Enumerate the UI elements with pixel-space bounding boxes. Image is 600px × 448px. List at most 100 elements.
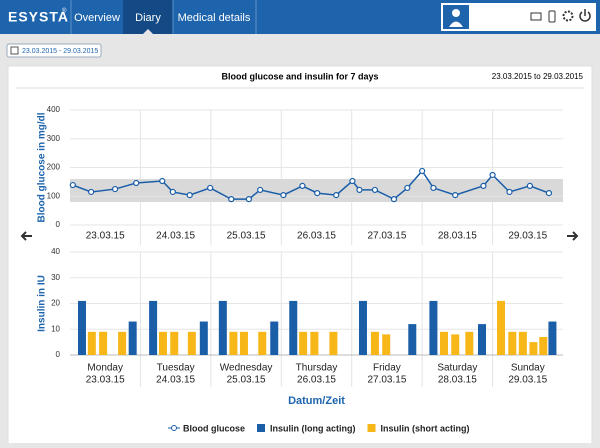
logo: ESYSTA (8, 9, 69, 25)
bar (229, 331, 238, 355)
x-axis-label: Datum/Zeit (288, 395, 345, 407)
avatar-body (449, 21, 463, 27)
bar (99, 331, 108, 355)
logo-mark: ® (62, 8, 67, 15)
nav-item[interactable]: Medical details (178, 12, 251, 24)
x-tick-date: 29.03.15 (508, 375, 547, 386)
point (545, 189, 553, 197)
panel-range: 23.03.2015 to 29.03.2015 (492, 72, 584, 81)
point (169, 188, 176, 196)
legend-swatch (367, 424, 376, 432)
y-tick-label: 10 (51, 324, 60, 333)
point (111, 185, 119, 193)
point (299, 182, 306, 189)
avatar-head (452, 9, 460, 17)
x-tick-label: 28.03.15 (438, 231, 477, 242)
point (371, 186, 379, 194)
point (186, 192, 193, 199)
mail-icon[interactable] (530, 12, 542, 21)
bar (270, 321, 279, 355)
bar (497, 300, 506, 355)
x-tick-date: 28.03.15 (438, 375, 477, 386)
y-tick-label: 400 (47, 105, 61, 114)
nav-pointer (143, 29, 153, 34)
bar (170, 331, 179, 355)
point (430, 184, 437, 192)
x-tick-label: Tuesday (157, 363, 195, 374)
point (349, 177, 356, 185)
bar (408, 324, 417, 355)
x-tick-label: 25.03.15 (227, 231, 266, 242)
point (419, 167, 426, 175)
x-tick-label: 29.03.15 (508, 231, 547, 242)
y-tick-label: 300 (47, 134, 61, 143)
calendar-icon (10, 46, 19, 55)
date-button-label[interactable]: 23.03.2015 - 29.03.2015 (22, 48, 98, 55)
point (245, 196, 252, 203)
bar (118, 331, 127, 355)
x-tick-date: 26.03.15 (297, 375, 336, 386)
y-axis-label: Insulin in IU (37, 275, 48, 332)
point (69, 181, 76, 189)
point (356, 186, 363, 194)
point (480, 182, 487, 189)
legend-label: Insulin (short acting) (381, 423, 470, 433)
point (133, 179, 140, 187)
x-tick-label: 27.03.15 (367, 231, 406, 242)
x-tick-label: Thursday (296, 363, 338, 374)
point (314, 189, 321, 197)
nav-item[interactable]: Diary (135, 12, 161, 24)
bar (128, 321, 137, 355)
bar (158, 331, 167, 355)
y-tick-label: 30 (51, 273, 60, 282)
bar (358, 300, 367, 355)
point (452, 192, 459, 199)
point (159, 177, 166, 185)
nav-active[interactable] (123, 0, 173, 34)
next-arrow[interactable] (567, 231, 579, 241)
bar (299, 331, 308, 355)
bar (539, 336, 548, 355)
y-tick-label: 0 (56, 220, 61, 229)
x-tick-label: 26.03.15 (297, 231, 336, 242)
point (489, 171, 496, 179)
x-tick-date: 27.03.15 (367, 375, 406, 386)
bar (149, 300, 158, 355)
bar (529, 342, 538, 355)
x-tick-label: Sunday (511, 363, 545, 374)
bar (199, 321, 208, 355)
bar (258, 331, 267, 355)
y-tick-label: 200 (47, 163, 61, 172)
y-tick-label: 100 (47, 191, 61, 200)
point (526, 182, 533, 189)
x-tick-label: Friday (373, 363, 401, 374)
bar (310, 331, 319, 355)
legend-label: Blood glucose (183, 423, 245, 433)
bar (239, 331, 248, 355)
bar (429, 300, 438, 355)
bar (77, 300, 86, 355)
prev-arrow[interactable] (20, 231, 32, 241)
point (390, 196, 398, 203)
bar (187, 331, 196, 355)
point (257, 186, 264, 194)
bar (370, 331, 379, 355)
point (207, 184, 214, 192)
bar (289, 300, 298, 355)
y-tick-label: 0 (56, 350, 61, 359)
point (228, 196, 235, 203)
point (333, 192, 340, 199)
nav-item[interactable]: Overview (74, 12, 120, 24)
phone-icon[interactable] (548, 10, 556, 23)
x-tick-label: 24.03.15 (156, 231, 195, 242)
settings-icon[interactable] (562, 10, 574, 22)
bar (518, 331, 527, 355)
bar (382, 334, 391, 355)
bar (508, 331, 517, 355)
y-tick-label: 20 (51, 299, 60, 308)
date-button[interactable] (6, 43, 102, 58)
line (72, 169, 550, 201)
bar (465, 331, 474, 355)
power-icon[interactable] (579, 9, 591, 22)
